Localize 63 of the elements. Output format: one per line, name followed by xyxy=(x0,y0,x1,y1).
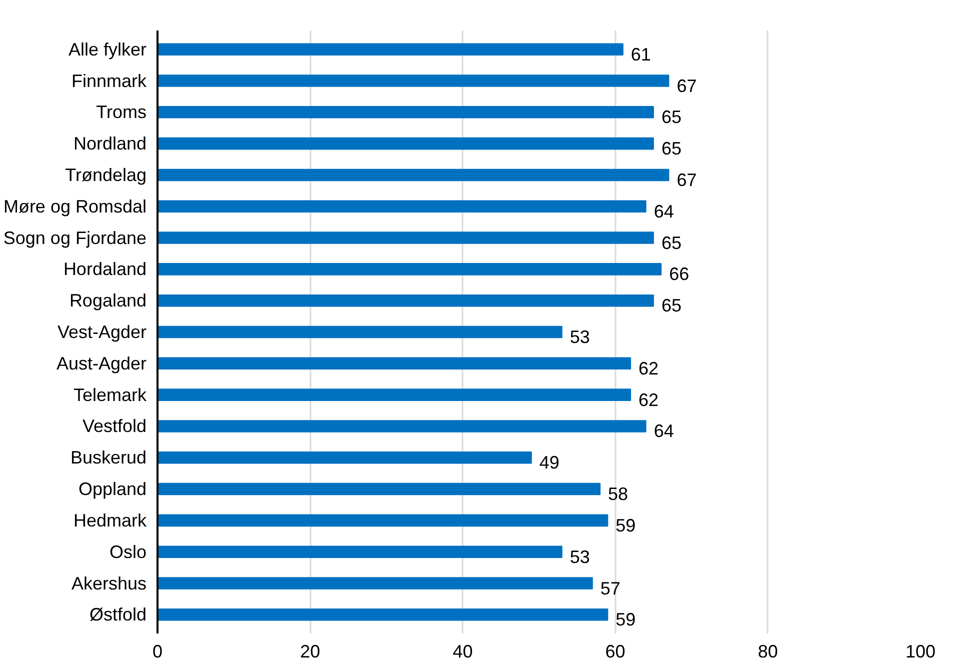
x-tick-label: 40 xyxy=(452,642,473,662)
data-label: 66 xyxy=(669,264,690,284)
data-label: 65 xyxy=(661,232,682,253)
bar xyxy=(158,608,608,621)
y-tick-label: Troms xyxy=(96,102,146,122)
data-label: 49 xyxy=(539,452,560,473)
data-label: 59 xyxy=(616,610,636,630)
data-label: 64 xyxy=(654,421,674,442)
bar xyxy=(158,263,662,276)
y-tick-label: Buskerud xyxy=(70,448,147,468)
y-tick-label: Hedmark xyxy=(73,510,148,530)
y-tick-label: Trøndelag xyxy=(65,164,147,185)
y-tick-label: Østfold xyxy=(89,604,147,625)
data-label: 65 xyxy=(661,138,682,159)
x-tick-label: 0 xyxy=(152,642,163,662)
y-tick-label: Rogaland xyxy=(69,290,146,311)
bar xyxy=(158,514,608,527)
data-label: 65 xyxy=(661,296,682,316)
bar xyxy=(158,388,632,401)
y-tick-label: Telemark xyxy=(73,384,148,405)
data-label: 58 xyxy=(608,484,628,504)
bar xyxy=(158,482,601,496)
bar xyxy=(158,43,624,56)
bar xyxy=(158,294,654,307)
y-tick-label: Vestfold xyxy=(82,416,146,436)
y-tick-label: Akershus xyxy=(71,573,147,594)
data-label: 64 xyxy=(654,201,674,222)
bar xyxy=(158,106,654,118)
bar xyxy=(158,168,670,182)
bar xyxy=(158,546,562,558)
bar xyxy=(158,420,646,432)
data-label: 65 xyxy=(661,107,682,128)
y-tick-label: Oppland xyxy=(78,479,147,500)
y-tick-label: Hordaland xyxy=(63,259,147,280)
data-label: 61 xyxy=(630,44,651,64)
y-tick-label: Møre og Romsdal xyxy=(3,196,147,216)
data-label: 53 xyxy=(570,546,590,567)
bar xyxy=(158,357,632,370)
x-tick-label: 20 xyxy=(300,642,320,662)
data-label: 67 xyxy=(676,170,697,190)
x-tick-label: 100 xyxy=(905,642,936,662)
bar xyxy=(158,232,654,244)
bar xyxy=(158,74,670,87)
y-tick-label: Aust-Agder xyxy=(56,353,147,374)
data-label: 57 xyxy=(600,578,620,598)
y-tick-label: Alle fylker xyxy=(68,39,147,60)
data-label: 53 xyxy=(570,327,590,347)
x-tick-label: 60 xyxy=(605,642,626,662)
data-label: 67 xyxy=(676,76,697,96)
data-label: 59 xyxy=(616,515,636,536)
y-tick-label: Vest-Agder xyxy=(57,322,147,342)
bar xyxy=(158,200,646,213)
x-tick-label: 80 xyxy=(758,642,778,662)
data-label: 62 xyxy=(638,358,659,378)
y-tick-label: Sogn og Fjordane xyxy=(3,228,147,248)
bar xyxy=(158,326,562,338)
bar xyxy=(158,451,532,464)
y-tick-label: Oslo xyxy=(109,542,147,562)
y-tick-label: Nordland xyxy=(73,134,146,154)
data-label: 62 xyxy=(638,390,659,410)
bar xyxy=(158,577,593,590)
bar xyxy=(158,137,654,150)
y-tick-label: Finnmark xyxy=(71,70,148,91)
